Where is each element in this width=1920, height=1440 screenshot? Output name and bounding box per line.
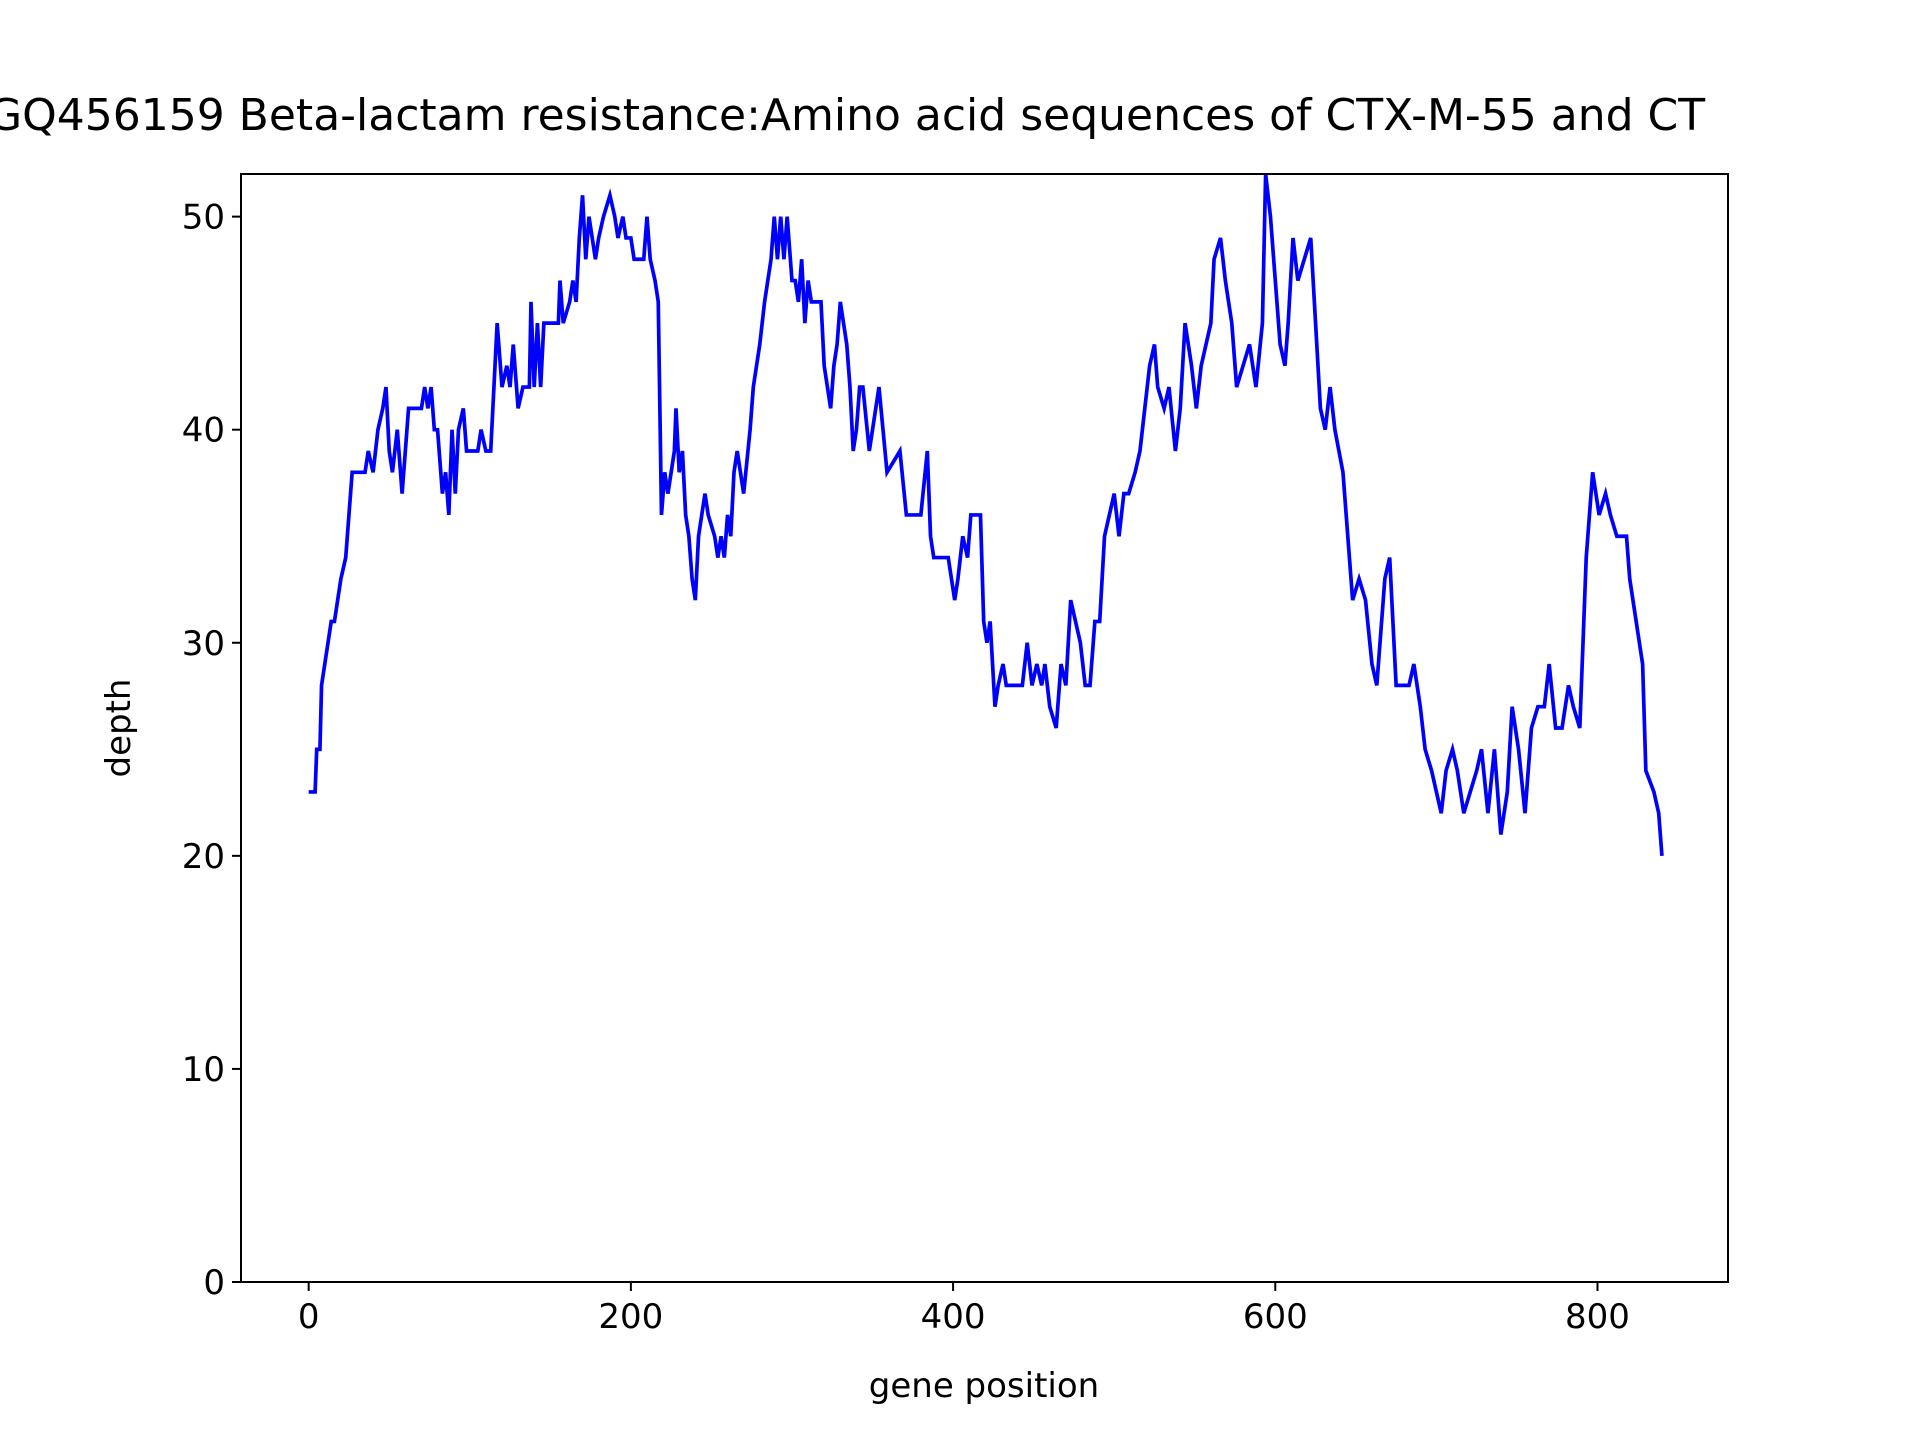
y-tick-label: 20 xyxy=(182,837,225,877)
plot-frame xyxy=(240,173,1729,1283)
y-tick-label: 0 xyxy=(203,1263,225,1303)
x-tick-label: 800 xyxy=(1565,1297,1630,1337)
x-tick-label: 0 xyxy=(298,1297,320,1337)
y-tick-label: 10 xyxy=(182,1050,225,1090)
y-axis-label: depth xyxy=(99,679,139,778)
data-line xyxy=(308,173,1664,856)
y-tick-label: 40 xyxy=(182,411,225,451)
x-tick-label: 600 xyxy=(1243,1297,1308,1337)
chart-title: GQ456159 Beta-lactam resistance:Amino ac… xyxy=(0,90,1705,141)
x-axis-label: gene position xyxy=(869,1366,1099,1406)
x-tick-label: 400 xyxy=(921,1297,986,1337)
y-tick-label: 30 xyxy=(182,624,225,664)
x-tick-label: 200 xyxy=(598,1297,663,1337)
y-tick-label: 50 xyxy=(182,198,225,238)
